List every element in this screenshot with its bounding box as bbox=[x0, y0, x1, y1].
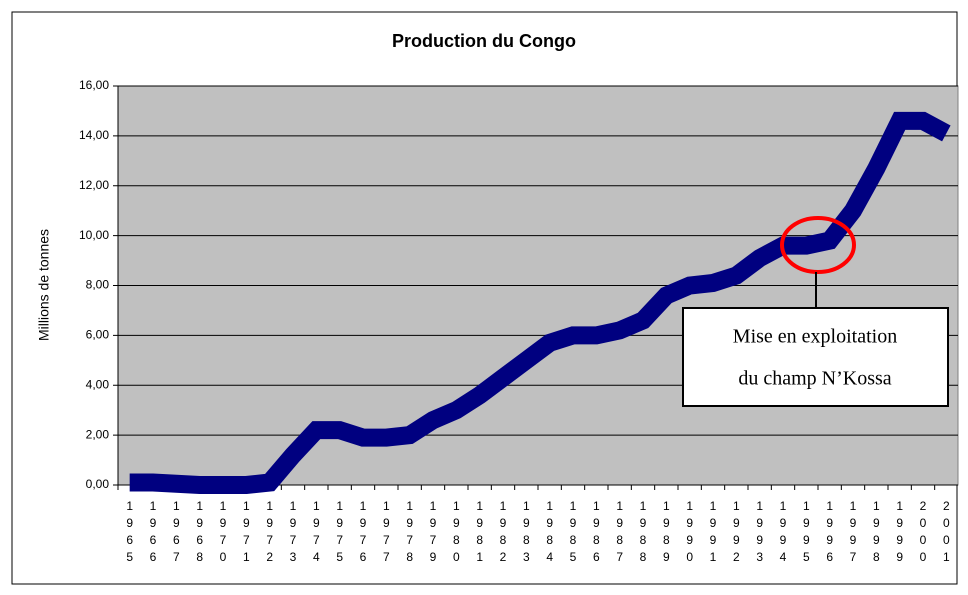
annotation-text: du champ N’Kossa bbox=[738, 368, 891, 390]
highlight-circle bbox=[780, 216, 856, 274]
y-tick-label: 6,00 bbox=[86, 328, 110, 342]
y-tick-label: 16,00 bbox=[79, 78, 109, 92]
y-tick-label: 10,00 bbox=[79, 228, 109, 242]
y-tick-label: 2,00 bbox=[86, 427, 110, 441]
y-tick-label: 0,00 bbox=[86, 477, 110, 491]
chart-title: Production du Congo bbox=[392, 31, 576, 51]
annotation-box bbox=[682, 307, 949, 407]
y-tick-label: 12,00 bbox=[79, 178, 109, 192]
data-line bbox=[129, 111, 951, 494]
annotation-text: Mise en exploitation bbox=[733, 326, 897, 348]
y-tick-label: 14,00 bbox=[79, 128, 109, 142]
y-axis-label: Millions de tonnes bbox=[36, 229, 52, 341]
y-tick-label: 4,00 bbox=[86, 377, 110, 391]
y-tick-label: 8,00 bbox=[86, 278, 110, 292]
